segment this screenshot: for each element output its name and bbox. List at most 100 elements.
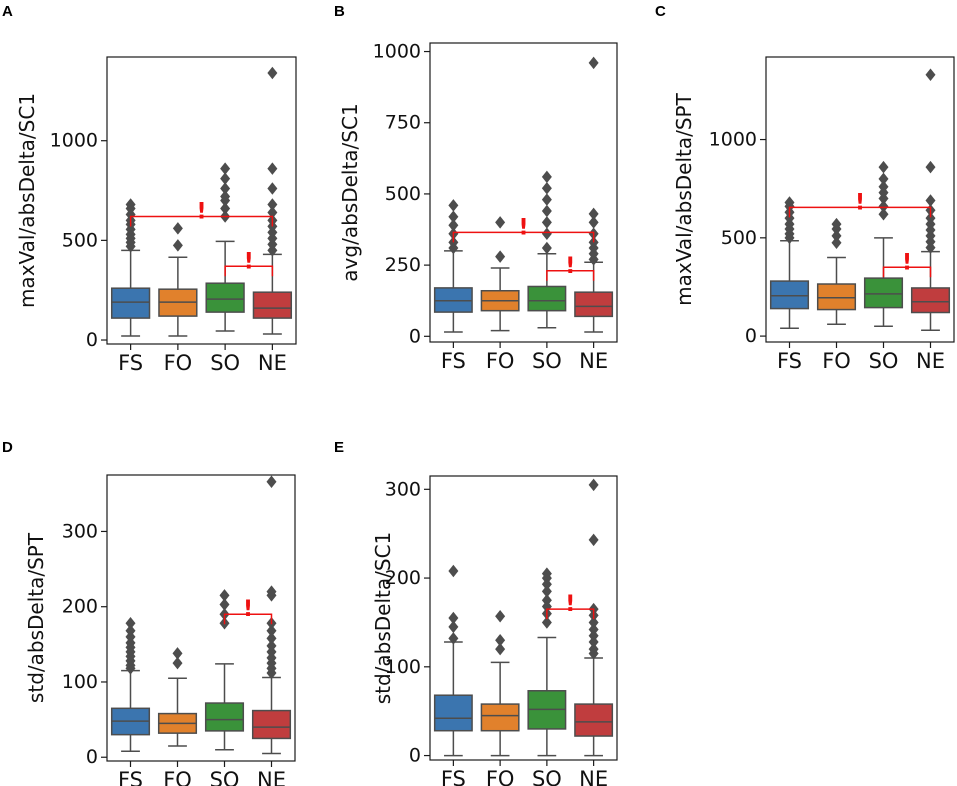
x-tick-label: SO bbox=[869, 349, 899, 373]
y-tick-label: 0 bbox=[86, 746, 98, 768]
outlier-point bbox=[541, 170, 552, 184]
outlier-point bbox=[267, 182, 278, 195]
outlier-point bbox=[172, 656, 183, 670]
x-tick-label: NE bbox=[916, 349, 945, 373]
box-SO bbox=[204, 589, 245, 751]
y-tick-label: 300 bbox=[385, 478, 421, 500]
outlier-point bbox=[831, 236, 842, 249]
box-iqr bbox=[816, 283, 857, 311]
box-FO bbox=[157, 647, 198, 747]
x-tick-label: FS bbox=[777, 349, 802, 373]
box-NE bbox=[251, 475, 292, 755]
outlier-point bbox=[448, 632, 459, 645]
x-tick-label: SO bbox=[532, 349, 562, 373]
x-tick-label: NE bbox=[579, 349, 608, 373]
box-FS bbox=[110, 617, 151, 752]
y-tick-label: 0 bbox=[409, 325, 421, 347]
outlier-point bbox=[541, 585, 552, 598]
significance-mark: ! bbox=[243, 597, 253, 622]
outlier-point bbox=[266, 475, 277, 489]
outlier-point bbox=[220, 172, 231, 185]
box-SO bbox=[205, 162, 245, 332]
outlier-point bbox=[266, 624, 277, 638]
y-tick-label: 500 bbox=[62, 229, 98, 251]
outlier-point bbox=[125, 624, 136, 638]
bracket-line bbox=[224, 265, 274, 277]
bracket-line bbox=[223, 613, 273, 625]
box-iqr bbox=[527, 285, 567, 312]
outlier-point bbox=[541, 567, 552, 580]
box-NE bbox=[574, 56, 614, 333]
y-tick-label: 1000 bbox=[50, 130, 98, 152]
outlier-point bbox=[495, 642, 506, 656]
outlier-point bbox=[495, 250, 506, 263]
box-iqr bbox=[910, 287, 951, 314]
bracket-line bbox=[882, 266, 932, 278]
box-SO bbox=[527, 567, 567, 757]
plot-frame bbox=[106, 474, 296, 762]
y-tick-label: 300 bbox=[62, 520, 98, 542]
outlier-point bbox=[878, 200, 889, 213]
y-axis-title: maxVal/absDelta/SC1 bbox=[15, 93, 39, 308]
outlier-point bbox=[925, 160, 936, 174]
box-FO bbox=[158, 222, 198, 337]
y-tick-label: 200 bbox=[62, 596, 98, 618]
y-axis-title: std/absDelta/SC1 bbox=[371, 532, 395, 705]
box-iqr bbox=[252, 291, 293, 319]
y-tick-label: 1000 bbox=[709, 129, 757, 151]
outlier-point bbox=[219, 589, 230, 602]
outlier-point bbox=[219, 598, 230, 611]
y-tick-label: 500 bbox=[721, 227, 757, 249]
box-FO bbox=[480, 609, 520, 757]
plot-frame bbox=[765, 56, 955, 343]
box-iqr bbox=[480, 703, 520, 732]
panel-letter: C bbox=[655, 3, 666, 20]
significance-bracket: ! bbox=[224, 249, 274, 277]
outlier-point bbox=[172, 222, 183, 235]
outlier-point bbox=[448, 210, 459, 223]
outlier-point bbox=[588, 533, 599, 547]
outlier-point bbox=[267, 198, 278, 211]
outlier-point bbox=[220, 162, 231, 175]
bracket-line bbox=[546, 608, 595, 620]
outlier-point bbox=[541, 616, 552, 629]
outlier-point bbox=[588, 623, 599, 636]
outlier-point bbox=[266, 585, 277, 598]
x-tick-label: SO bbox=[210, 768, 240, 786]
outlier-point bbox=[588, 616, 599, 629]
outlier-point bbox=[541, 204, 552, 218]
panel-letter: E bbox=[334, 439, 344, 456]
panel-letter: A bbox=[2, 3, 13, 20]
x-tick-label: FO bbox=[822, 349, 851, 373]
x-tick-label: NE bbox=[257, 768, 286, 786]
x-tick-label: FS bbox=[118, 768, 143, 786]
y-tick-label: 0 bbox=[409, 745, 421, 767]
box-NE bbox=[910, 68, 951, 331]
box-FS bbox=[433, 564, 473, 757]
outlier-point bbox=[495, 216, 506, 229]
outlier-point bbox=[541, 181, 552, 195]
outlier-point bbox=[541, 227, 552, 241]
significance-mark: ! bbox=[565, 254, 575, 279]
y-tick-label: 0 bbox=[745, 325, 757, 347]
outlier-point bbox=[878, 180, 889, 193]
x-tick-label: FS bbox=[441, 767, 466, 786]
bracket-line bbox=[788, 206, 932, 218]
significance-bracket: ! bbox=[223, 597, 273, 625]
outlier-point bbox=[878, 207, 889, 221]
x-tick-label: SO bbox=[532, 767, 562, 786]
y-tick-label: 500 bbox=[385, 183, 421, 205]
outlier-point bbox=[266, 639, 277, 653]
outlier-point bbox=[925, 68, 936, 81]
box-iqr bbox=[863, 277, 904, 309]
outlier-point bbox=[495, 633, 506, 647]
outlier-point bbox=[831, 229, 842, 243]
y-axis-title: std/absDelta/SPT bbox=[24, 532, 48, 703]
outlier-point bbox=[448, 199, 459, 212]
plot-frame bbox=[429, 475, 618, 761]
y-axis-title: avg/absDelta/SC1 bbox=[338, 103, 362, 281]
outlier-point bbox=[541, 241, 552, 255]
